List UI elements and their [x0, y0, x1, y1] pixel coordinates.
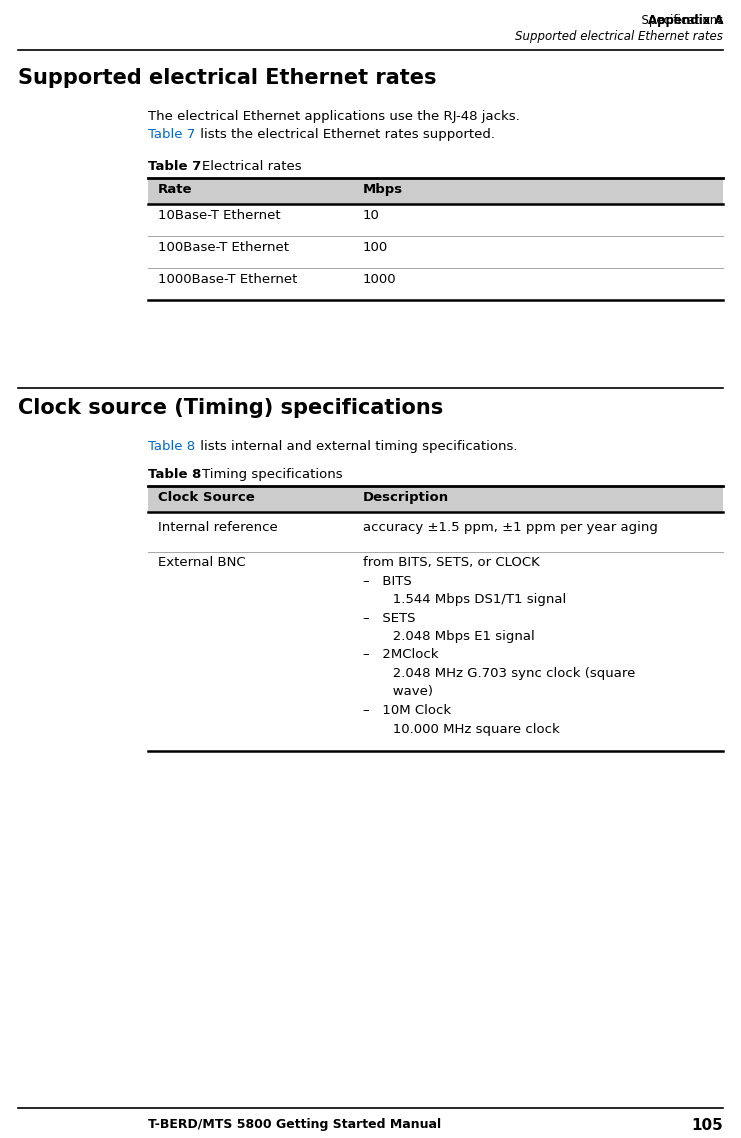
Text: –   SETS: – SETS: [363, 611, 416, 625]
Text: Supported electrical Ethernet rates: Supported electrical Ethernet rates: [18, 68, 436, 88]
Text: wave): wave): [363, 685, 433, 699]
Text: –   BITS: – BITS: [363, 575, 412, 587]
Text: T-BERD/MTS 5800 Getting Started Manual: T-BERD/MTS 5800 Getting Started Manual: [148, 1118, 441, 1131]
Text: Supported electrical Ethernet rates: Supported electrical Ethernet rates: [515, 30, 723, 43]
Text: from BITS, SETS, or CLOCK: from BITS, SETS, or CLOCK: [363, 556, 539, 569]
Text: Internal reference: Internal reference: [158, 520, 278, 534]
Text: lists the electrical Ethernet rates supported.: lists the electrical Ethernet rates supp…: [196, 127, 495, 141]
Text: 10.000 MHz square clock: 10.000 MHz square clock: [363, 723, 559, 735]
Text: Table 7: Table 7: [148, 127, 195, 141]
Text: 2.048 Mbps E1 signal: 2.048 Mbps E1 signal: [363, 630, 535, 643]
Text: Table 7: Table 7: [148, 160, 202, 173]
Text: –   10M Clock: – 10M Clock: [363, 704, 451, 717]
Text: Electrical rates: Electrical rates: [202, 160, 302, 173]
Text: 100Base-T Ethernet: 100Base-T Ethernet: [158, 240, 289, 254]
Text: accuracy ±1.5 ppm, ±1 ppm per year aging: accuracy ±1.5 ppm, ±1 ppm per year aging: [363, 520, 658, 534]
Text: Table 8: Table 8: [148, 440, 195, 453]
Bar: [148, 486, 723, 512]
Text: The electrical Ethernet applications use the RJ-48 jacks.: The electrical Ethernet applications use…: [148, 110, 519, 123]
Text: 1.544 Mbps DS1/T1 signal: 1.544 Mbps DS1/T1 signal: [363, 593, 566, 607]
Text: 2.048 MHz G.703 sync clock (square: 2.048 MHz G.703 sync clock (square: [363, 667, 635, 681]
Text: 1000Base-T Ethernet: 1000Base-T Ethernet: [158, 272, 297, 286]
Text: Clock source (Timing) specifications: Clock source (Timing) specifications: [18, 398, 443, 418]
Text: Clock Source: Clock Source: [158, 490, 255, 504]
Bar: [148, 178, 723, 204]
Text: Specifications: Specifications: [634, 14, 723, 27]
Text: 105: 105: [691, 1118, 723, 1133]
Text: 10: 10: [363, 208, 380, 222]
Text: Description: Description: [363, 490, 449, 504]
Text: External BNC: External BNC: [158, 556, 245, 569]
Text: 100: 100: [363, 240, 388, 254]
Text: Rate: Rate: [158, 183, 193, 196]
Text: 10Base-T Ethernet: 10Base-T Ethernet: [158, 208, 281, 222]
Text: Mbps: Mbps: [363, 183, 403, 196]
Text: Table 8: Table 8: [148, 468, 202, 481]
Text: 1000: 1000: [363, 272, 396, 286]
Text: Timing specifications: Timing specifications: [202, 468, 342, 481]
Text: lists internal and external timing specifications.: lists internal and external timing speci…: [196, 440, 517, 453]
Text: –   2MClock: – 2MClock: [363, 649, 439, 661]
Text: Appendix A: Appendix A: [648, 14, 723, 27]
